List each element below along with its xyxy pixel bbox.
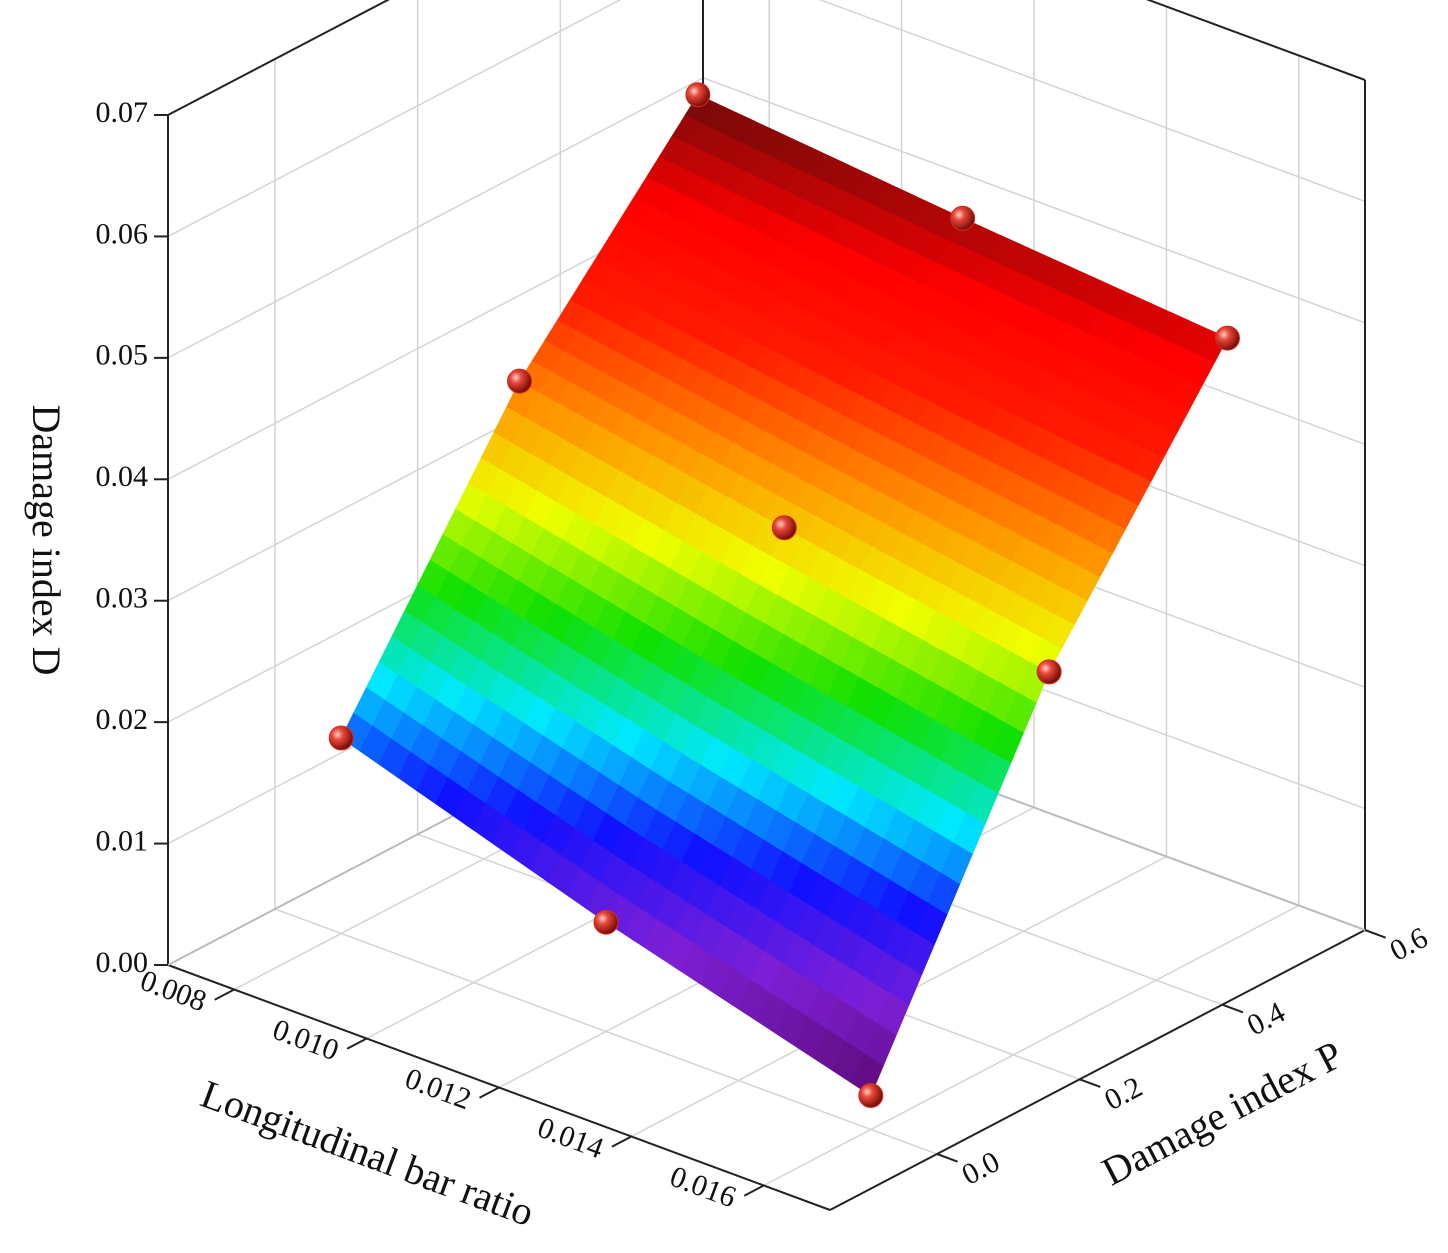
z-tick-label: 0.02 [96, 703, 149, 736]
x-tick [479, 1086, 500, 1099]
markers [328, 82, 1240, 1108]
z-tick-label: 0.07 [96, 96, 149, 129]
z-tick-label: 0.05 [96, 339, 149, 372]
data-point [1036, 659, 1062, 685]
x-tick [743, 1184, 765, 1197]
y-tick [1364, 929, 1386, 939]
x-tick-label: 0.012 [401, 1062, 476, 1116]
grid-line [167, 77, 704, 359]
y-axis-title: Damage index P [1095, 1032, 1350, 1194]
x-tick-label: 0.016 [666, 1160, 741, 1214]
y-tick-label: 0.4 [1242, 996, 1291, 1043]
z-axis-title: Damage index D [24, 404, 69, 675]
data-point [328, 725, 354, 751]
x-tick-label: 0.014 [533, 1111, 608, 1165]
y-tick-label: 0.0 [957, 1145, 1006, 1192]
z-tick-label: 0.04 [96, 460, 149, 493]
y-tick [1079, 1078, 1101, 1088]
axis-line [1145, 0, 1366, 81]
axis-line [829, 929, 1366, 1211]
x-tick-label: 0.008 [136, 964, 211, 1018]
x-tick-label: 0.010 [268, 1013, 343, 1067]
grid-line [167, 0, 390, 116]
data-point [507, 368, 533, 394]
data-point [593, 909, 619, 935]
data-point [685, 82, 711, 108]
grid-line [274, 908, 938, 1155]
data-point [1214, 325, 1240, 351]
z-tick-label: 0.00 [96, 946, 149, 979]
x-tick [346, 1037, 368, 1050]
z-tick-label: 0.03 [96, 582, 149, 615]
data-point [858, 1083, 884, 1108]
x-tick [611, 1135, 632, 1148]
x-axis-title: Longitudinal bar ratio [195, 1071, 540, 1235]
z-tick-label: 0.01 [96, 824, 149, 857]
grid-line [167, 0, 622, 238]
y-tick [1221, 1003, 1244, 1014]
z-tick-label: 0.06 [96, 217, 149, 250]
data-point [950, 205, 976, 231]
surface [340, 94, 1229, 1097]
x-tick [214, 988, 235, 1001]
y-tick [936, 1153, 958, 1163]
axis-line [167, 0, 390, 116]
y-tick-label: 0.6 [1385, 921, 1434, 968]
grid-line [763, 904, 1300, 1187]
data-point [771, 515, 797, 541]
y-tick-label: 0.2 [1099, 1070, 1148, 1117]
